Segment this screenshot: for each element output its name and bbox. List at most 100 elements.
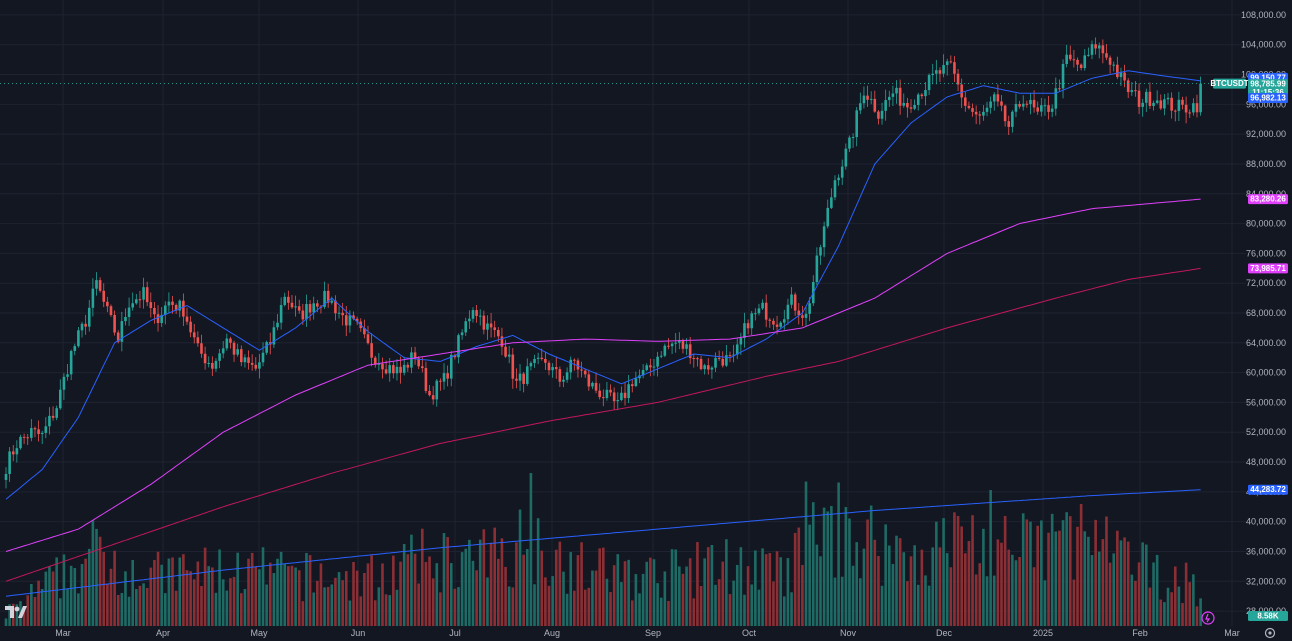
candle	[815, 255, 819, 283]
ma-line	[5, 489, 1201, 597]
volume-bar	[974, 574, 978, 626]
time-tick-label: Mar	[1224, 628, 1240, 638]
candle	[591, 382, 594, 387]
volume-bar	[1036, 525, 1039, 626]
volume-bar	[1094, 519, 1097, 626]
volume-bar	[1184, 562, 1188, 626]
candle	[1141, 102, 1144, 107]
volume-bar	[384, 594, 388, 626]
volume-bar	[645, 561, 649, 626]
candle	[989, 101, 992, 108]
volume-bar	[569, 552, 573, 626]
candle	[877, 111, 880, 119]
volume-bar	[381, 563, 384, 626]
volume-bar	[377, 587, 381, 626]
volume-bar	[525, 549, 529, 626]
candle	[602, 397, 605, 399]
volume-bar	[1166, 587, 1170, 626]
tradingview-logo-icon[interactable]	[5, 604, 27, 620]
time-tick-label: Jun	[351, 628, 366, 638]
volume-bar	[786, 558, 790, 626]
candle	[330, 300, 334, 303]
candle	[453, 354, 457, 358]
volume-bar	[887, 545, 891, 626]
volume-bar	[442, 533, 446, 626]
candle	[59, 389, 62, 409]
candle	[232, 342, 236, 355]
volume-bar	[319, 563, 323, 626]
candle	[1043, 105, 1047, 107]
volume-bar	[26, 595, 30, 626]
candle	[554, 367, 558, 370]
volume-bar	[91, 520, 95, 626]
volume-bar	[667, 600, 670, 626]
candle	[982, 111, 985, 116]
volume-bar	[714, 584, 717, 626]
time-axis[interactable]: Mar Apr May Jun Jul Aug Sep Oct Nov Dec 2025 Feb Mar	[55, 628, 1240, 638]
candle	[174, 304, 178, 311]
volume-bar	[236, 552, 239, 626]
volume-bar	[808, 524, 811, 626]
candle	[287, 296, 290, 303]
volume-bar	[373, 600, 377, 626]
candle	[410, 352, 413, 368]
price-tick-label: 76,000.00	[1246, 248, 1286, 258]
candle	[844, 148, 848, 167]
candle	[124, 316, 127, 322]
candle	[1155, 100, 1159, 103]
candle	[189, 321, 192, 333]
volume-bar	[750, 584, 754, 626]
candle	[142, 287, 145, 300]
candle	[1148, 91, 1152, 106]
candle	[956, 73, 960, 85]
candle	[927, 75, 931, 91]
volume-bar	[428, 556, 431, 626]
candle	[504, 346, 507, 357]
volume-bar	[699, 585, 703, 626]
candle	[211, 362, 214, 369]
timezone-icon[interactable]	[1201, 611, 1215, 625]
candle	[40, 432, 44, 435]
candle	[261, 352, 265, 363]
volume-bar	[218, 549, 221, 626]
candle	[312, 303, 315, 313]
volume-bar	[754, 550, 757, 626]
volume-bar	[587, 587, 591, 626]
candle	[381, 363, 384, 370]
volume-bar	[84, 558, 87, 626]
volume-bar	[880, 585, 884, 626]
volume-bar	[95, 528, 98, 626]
volume-bar	[1119, 540, 1123, 626]
candle	[1072, 59, 1076, 61]
volume-bar	[439, 592, 442, 626]
candle	[138, 299, 142, 301]
volume-bar	[913, 545, 916, 626]
candle	[1123, 72, 1126, 81]
volume-bar	[489, 542, 493, 626]
candle	[627, 384, 630, 399]
candle	[55, 408, 58, 418]
candle	[1065, 54, 1068, 64]
candle	[866, 95, 869, 100]
candle	[1108, 57, 1112, 65]
candle	[1145, 91, 1148, 103]
volume-bar	[819, 556, 822, 626]
volume-bar	[1130, 574, 1134, 626]
volume-bar	[540, 550, 544, 626]
candle	[1163, 99, 1166, 109]
volume-bar	[363, 572, 366, 626]
volume-bar	[1014, 560, 1018, 626]
settings-icon[interactable]	[1264, 627, 1276, 639]
price-tick-label: 92,000.00	[1246, 129, 1286, 139]
candle	[761, 302, 764, 309]
volume-bar	[127, 596, 131, 626]
volume-bar	[1155, 554, 1159, 626]
candle	[790, 294, 793, 305]
volume-bar	[801, 565, 804, 626]
volume-bar	[1199, 598, 1202, 626]
candle	[942, 64, 945, 74]
volume-bar	[507, 586, 511, 626]
candle	[489, 323, 493, 328]
price-tick-label: 72,000.00	[1246, 278, 1286, 288]
